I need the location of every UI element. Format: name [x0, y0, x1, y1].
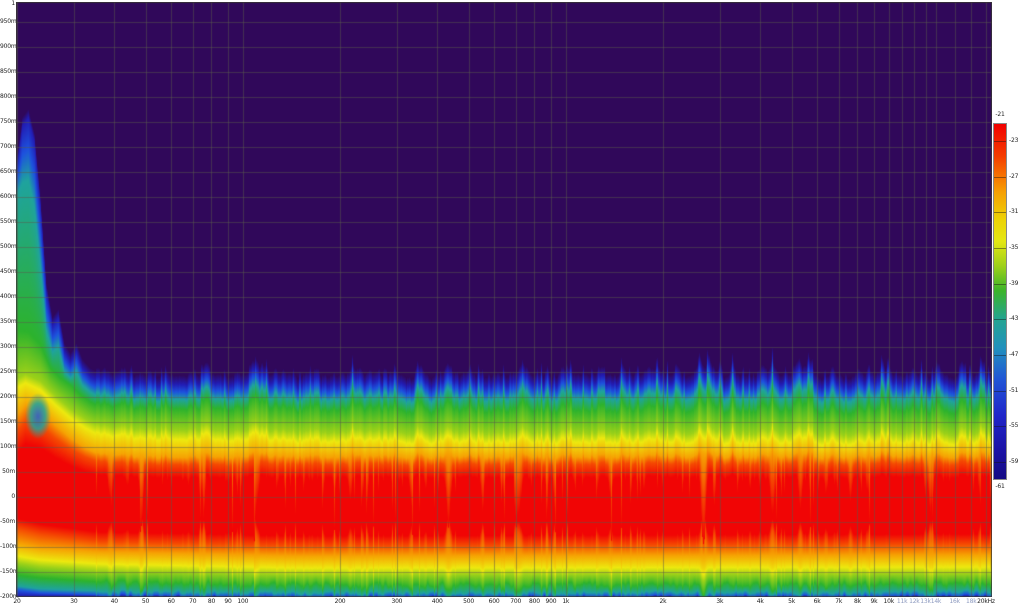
colorbar-tick-label: -51	[1009, 386, 1019, 394]
colorbar-tick-line	[994, 176, 1006, 178]
y-tick-label: -50m	[0, 518, 15, 525]
x-tick-label: 40	[110, 598, 118, 605]
y-tick-label: -150m	[0, 568, 19, 575]
y-tick-label: 950m	[0, 18, 17, 25]
y-tick-label: 750m	[0, 118, 17, 125]
x-tick-label: 80	[207, 598, 216, 605]
colorbar-tick-line	[994, 140, 1006, 142]
x-tick-label: 5k	[788, 598, 795, 605]
x-tick-label: 50	[141, 598, 150, 605]
x-tick-label: 100	[237, 598, 249, 605]
colorbar-tick-line	[994, 462, 1006, 464]
colorbar-tick-label: -35	[1009, 243, 1019, 251]
x-tick-label: 9k	[870, 598, 878, 605]
y-tick-label: 550m	[0, 218, 17, 225]
colorbar-max-label: -21	[995, 111, 1005, 118]
colorbar-tick-label: -23	[1009, 136, 1019, 144]
y-tick-label: 0	[11, 493, 15, 500]
y-tick-label: 900m	[0, 43, 17, 50]
y-tick-label: 100m	[0, 443, 17, 450]
y-tick-label: 500m	[0, 243, 17, 250]
x-tick-label: 3k	[716, 598, 724, 605]
x-tick-label: 800	[529, 598, 540, 605]
y-tick-label: 850m	[0, 68, 17, 75]
y-tick-label: 650m	[0, 168, 17, 175]
colorbar-tick-line	[994, 390, 1006, 392]
colorbar-tick-line	[994, 283, 1006, 285]
y-tick-label: 200m	[0, 393, 17, 400]
colorbar-tick-label: -43	[1009, 315, 1019, 323]
y-tick-label: 400m	[0, 293, 17, 300]
x-tick-label: 14k	[930, 598, 942, 605]
x-tick-label: 12k	[909, 598, 920, 605]
colorbar-tick-label: -31	[1009, 208, 1019, 216]
x-tick-label: 13k	[920, 598, 931, 605]
y-tick-label: 350m	[0, 318, 17, 325]
y-tick-label: 700m	[0, 143, 17, 150]
colorbar-tick-label: -55	[1009, 422, 1019, 430]
colorbar-gradient	[993, 123, 1007, 480]
x-tick-label: 20	[13, 598, 21, 605]
x-tick-label: 70	[189, 598, 197, 605]
x-tick-label: 1k	[562, 598, 570, 605]
x-tick-label: 2k	[659, 598, 667, 605]
y-tick-label: 250m	[0, 368, 17, 375]
y-tick-label: -200m	[0, 593, 19, 600]
x-tick-label: 300	[391, 598, 403, 605]
x-tick-label: 6k	[813, 598, 821, 605]
colorbar-min-label: -61	[995, 483, 1005, 490]
x-tick-label: 700	[510, 598, 522, 605]
x-tick-label: 60	[167, 598, 175, 605]
x-tick-label: 7k	[835, 598, 843, 605]
x-tick-label: 10k	[883, 598, 895, 605]
y-tick-label: 450m	[0, 268, 17, 275]
x-tick-label: 18k	[965, 598, 977, 605]
y-tick-label: 300m	[0, 343, 17, 350]
heatmap-plot-canvas	[16, 2, 992, 597]
x-tick-label: 16k	[949, 598, 960, 605]
x-tick-label: 30	[70, 598, 78, 605]
colorbar-tick-label: -47	[1009, 351, 1019, 359]
y-tick-label: 150m	[0, 418, 17, 425]
y-tick-label: -100m	[0, 543, 19, 550]
y-tick-label: 1	[11, 0, 15, 7]
x-tick-label: 600	[488, 598, 500, 605]
colorbar-tick-line	[994, 319, 1006, 321]
colorbar-tick-label: -59	[1009, 458, 1019, 466]
x-tick-label: 90	[224, 598, 232, 605]
x-tick-label: 500	[463, 598, 474, 605]
x-tick-label: 20kHz	[977, 598, 995, 605]
x-tick-label: 900	[545, 598, 557, 605]
x-tick-label: 11k	[896, 598, 908, 605]
colorbar-tick-label: -27	[1009, 172, 1019, 180]
colorbar-tick-label: -39	[1009, 279, 1019, 287]
x-tick-label: 200	[334, 598, 346, 605]
x-tick-label: 4k	[756, 598, 764, 605]
colorbar-tick-line	[994, 355, 1006, 357]
y-tick-label: 50m	[2, 468, 15, 475]
colorbar-tick-line	[994, 212, 1006, 214]
x-tick-label: 8k	[854, 598, 861, 605]
colorbar-tick-line	[994, 426, 1006, 428]
y-tick-label: 800m	[0, 93, 17, 100]
x-tick-label: 400	[431, 598, 443, 605]
colorbar-tick-line	[994, 247, 1006, 249]
y-tick-label: 600m	[0, 193, 17, 200]
